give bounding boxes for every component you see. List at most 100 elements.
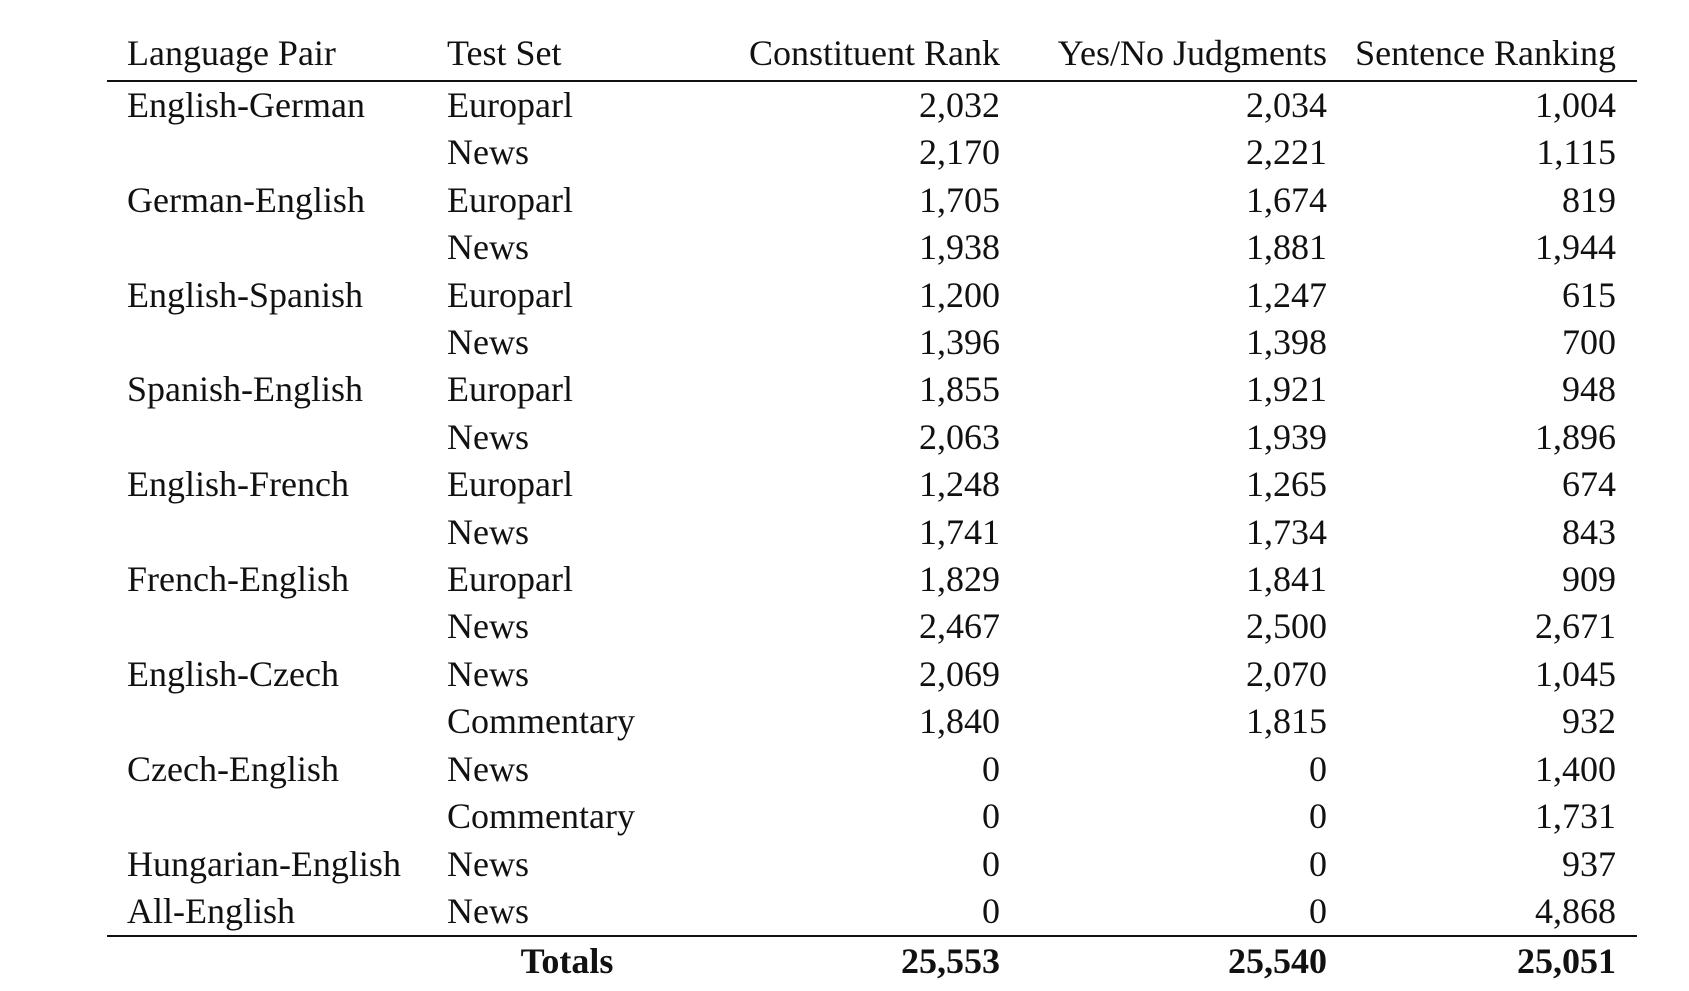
cell-constituent-rank: 1,248 [919,464,1000,505]
table-row: Czech-English News 0 0 1,400 [107,746,1637,793]
table-row: Commentary 0 0 1,731 [107,793,1637,840]
cell-test-set: Europarl [447,85,573,125]
totals-row: Totals 25,553 25,540 25,051 [107,935,1637,986]
table-row: News 1,938 1,881 1,944 [107,224,1637,271]
cell-constituent-rank: 1,396 [919,322,1000,363]
header-yes-no-judgments: Yes/No Judgments [1000,28,1327,82]
cell-constituent-rank: 2,063 [919,416,1000,457]
cell-constituent-rank: 1,741 [919,511,1000,552]
table-row: News 1,396 1,398 700 [107,319,1637,366]
cell-sentence-ranking: 674 [1562,464,1616,505]
data-table-container: Language Pair Test Set Constituent Rank … [107,28,1637,986]
cell-constituent-rank: 2,032 [919,85,1000,125]
header-row: Language Pair Test Set Constituent Rank … [107,28,1637,82]
cell-test-set: News [447,606,529,647]
cell-yes-no-judgments: 1,265 [1246,464,1327,505]
totals-spacer [107,935,447,986]
cell-constituent-rank: 2,467 [919,606,1000,647]
table-row: English-Spanish Europarl 1,200 1,247 615 [107,272,1637,319]
cell-yes-no-judgments: 1,841 [1246,559,1327,600]
cell-sentence-ranking: 1,944 [1535,227,1616,268]
cell-language-pair: English-German [127,85,365,125]
cell-constituent-rank: 1,938 [919,227,1000,268]
table-row: French-English Europarl 1,829 1,841 909 [107,556,1637,603]
cell-language-pair [107,698,447,745]
cell-language-pair [107,603,447,650]
cell-sentence-ranking: 615 [1562,274,1616,315]
header-constituent-rank: Constituent Rank [687,28,1000,82]
cell-language-pair [107,509,447,556]
cell-constituent-rank: 2,069 [919,653,1000,694]
cell-sentence-ranking: 937 [1562,843,1616,884]
cell-test-set: Europarl [447,274,573,315]
cell-sentence-ranking: 843 [1562,511,1616,552]
cell-sentence-ranking: 2,671 [1535,606,1616,647]
cell-yes-no-judgments: 1,815 [1246,701,1327,742]
cell-language-pair [107,129,447,176]
cell-constituent-rank: 1,705 [919,179,1000,220]
table-row: Hungarian-English News 0 0 937 [107,841,1637,888]
cell-sentence-ranking: 4,868 [1535,890,1616,931]
table-row: News 2,170 2,221 1,115 [107,129,1637,176]
cell-language-pair: All-English [127,890,295,931]
judgments-table: Language Pair Test Set Constituent Rank … [107,28,1637,986]
totals-constituent-rank: 25,553 [687,935,1000,986]
cell-test-set: News [447,227,529,268]
cell-language-pair: Hungarian-English [127,843,401,884]
cell-language-pair [107,414,447,461]
cell-constituent-rank: 2,170 [919,132,1000,173]
table-row: News 1,741 1,734 843 [107,509,1637,556]
cell-test-set: Europarl [447,464,573,505]
cell-constituent-rank: 0 [982,748,1000,789]
cell-language-pair [107,793,447,840]
cell-yes-no-judgments: 0 [1309,796,1327,837]
table-body: English-German Europarl 2,032 2,034 1,004 New… [107,81,1637,936]
cell-sentence-ranking: 700 [1562,322,1616,363]
header-language-pair: Language Pair [107,28,447,82]
cell-constituent-rank: 1,855 [919,369,1000,410]
table-row: English-Czech News 2,069 2,070 1,045 [107,651,1637,698]
cell-language-pair: French-English [127,559,349,600]
header-test-set: Test Set [447,28,687,82]
cell-sentence-ranking: 1,115 [1536,132,1616,173]
table-row: All-English News 0 0 4,868 [107,888,1637,936]
cell-language-pair [107,224,447,271]
cell-sentence-ranking: 1,896 [1535,416,1616,457]
cell-yes-no-judgments: 1,674 [1246,179,1327,220]
cell-yes-no-judgments: 2,221 [1246,132,1327,173]
header-sentence-ranking: Sentence Ranking [1327,28,1637,82]
cell-test-set: Europarl [447,559,573,600]
table-row: News 2,467 2,500 2,671 [107,603,1637,650]
cell-sentence-ranking: 1,045 [1535,653,1616,694]
totals-sentence-ranking: 25,051 [1327,935,1637,986]
cell-sentence-ranking: 909 [1562,559,1616,600]
table-row: English-French Europarl 1,248 1,265 674 [107,461,1637,508]
cell-yes-no-judgments: 1,881 [1246,227,1327,268]
cell-constituent-rank: 1,840 [919,701,1000,742]
cell-constituent-rank: 0 [982,890,1000,931]
cell-sentence-ranking: 1,400 [1535,748,1616,789]
cell-test-set: News [447,843,529,884]
cell-test-set: News [447,322,529,363]
cell-sentence-ranking: 819 [1562,179,1616,220]
cell-sentence-ranking: 1,004 [1535,85,1616,125]
cell-test-set: News [447,416,529,457]
cell-sentence-ranking: 1,731 [1535,796,1616,837]
totals-yes-no-judgments: 25,540 [1000,935,1327,986]
cell-test-set: News [447,132,529,173]
cell-yes-no-judgments: 0 [1309,890,1327,931]
cell-yes-no-judgments: 0 [1309,843,1327,884]
cell-yes-no-judgments: 2,500 [1246,606,1327,647]
cell-constituent-rank: 1,200 [919,274,1000,315]
table-row: German-English Europarl 1,705 1,674 819 [107,177,1637,224]
cell-constituent-rank: 1,829 [919,559,1000,600]
cell-test-set: News [447,653,529,694]
cell-yes-no-judgments: 1,247 [1246,274,1327,315]
table-row: Commentary 1,840 1,815 932 [107,698,1637,745]
cell-language-pair: English-French [127,464,349,505]
cell-yes-no-judgments: 2,070 [1246,653,1327,694]
cell-language-pair: German-English [127,179,365,220]
cell-test-set: Europarl [447,179,573,220]
cell-test-set: News [447,511,529,552]
cell-yes-no-judgments: 0 [1309,748,1327,789]
